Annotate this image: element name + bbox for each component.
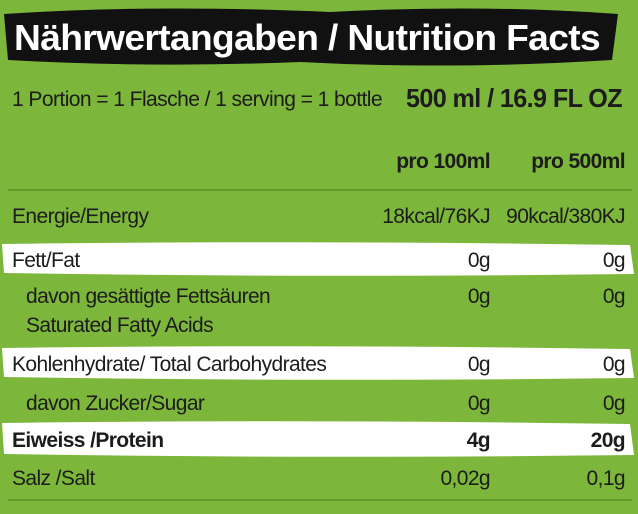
row-label: Eiweiss /Protein — [12, 429, 163, 452]
highlight — [2, 346, 634, 380]
row-label: Energie/Energy — [12, 205, 149, 228]
cell: 90kcal/380KJ — [506, 205, 625, 228]
cell: 4g — [467, 429, 490, 452]
row-label: davon Zucker/Sugar — [26, 392, 205, 415]
cell: 0g — [603, 285, 625, 308]
column-header: pro 100ml — [396, 150, 490, 173]
highlight — [2, 242, 634, 276]
cell: 0,02g — [440, 467, 490, 490]
row-label: Salz /Salt — [12, 467, 95, 490]
row-label: Kohlenhydrate/ Total Carbohydrates — [12, 353, 326, 376]
cell: 0g — [468, 249, 490, 272]
cell: 18kcal/76KJ — [382, 205, 490, 228]
cell: 0g — [468, 353, 490, 376]
cell: 0g — [468, 392, 490, 415]
row-label: davon gesättigte Fettsäuren — [26, 285, 270, 308]
row-label: Fett/Fat — [12, 249, 80, 272]
highlight — [2, 421, 634, 457]
row-label: Saturated Fatty Acids — [26, 314, 213, 337]
cell: 0g — [603, 392, 625, 415]
title-band — [4, 8, 618, 66]
serving-label: 1 Portion = 1 Flasche / 1 serving = 1 bo… — [12, 88, 382, 111]
cell: 20g — [591, 429, 625, 452]
serving-size: 500 ml / 16.9 FL OZ — [406, 83, 623, 113]
title: Nährwertangaben / Nutrition Facts — [14, 17, 600, 58]
cell: 0g — [468, 285, 490, 308]
cell: 0g — [603, 249, 625, 272]
cell: 0,1g — [587, 467, 625, 490]
column-header: pro 500ml — [531, 150, 625, 173]
cell: 0g — [603, 353, 625, 376]
